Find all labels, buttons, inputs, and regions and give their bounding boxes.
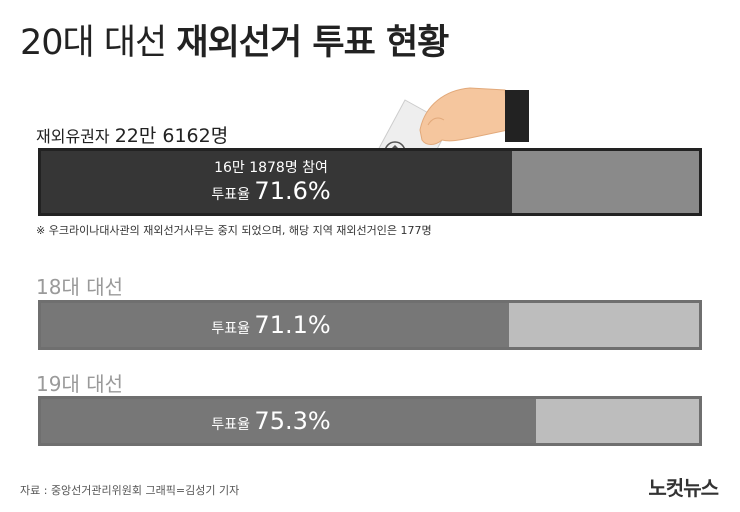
title-light: 20대 대선	[20, 23, 167, 63]
rate-prefix-18th: 투표율	[211, 321, 255, 337]
main-voter-count: 22만 6162명	[114, 125, 229, 147]
label-18th-election: 18대 대선	[36, 275, 124, 299]
bar-19th-election: 투표율 75.3%	[38, 396, 702, 446]
bar-20th-election: 16만 1878명 참여 투표율 71.6%	[38, 148, 702, 216]
main-voter-label-text: 재외유권자	[36, 127, 115, 146]
rate-value-20th: 71.6%	[254, 177, 331, 205]
participants-text: 16만 1878명 참여	[214, 160, 328, 176]
source-credit: 자료 : 중앙선거관리위원회 그래픽=김성기 기자	[20, 484, 240, 497]
bar-text-18th: 투표율 71.1%	[191, 311, 351, 339]
bar-18th-election: 투표율 71.1%	[38, 300, 702, 350]
rate-value-18th: 71.1%	[254, 311, 331, 339]
brand-logo: 노컷뉴스	[648, 476, 719, 500]
main-voter-label: 재외유권자 22만 6162명	[36, 121, 228, 148]
rate-prefix-20th: 투표율	[211, 187, 255, 203]
rate-value-19th: 75.3%	[254, 407, 331, 435]
title-bold: 재외선거 투표 현황	[176, 23, 449, 63]
bar-fill-20th	[41, 151, 513, 213]
bar-fill-18th	[41, 303, 509, 347]
bar-text-19th: 투표율 75.3%	[191, 407, 351, 435]
page-title: 20대 대선 재외선거 투표 현황	[20, 14, 449, 65]
bar-text-20th: 16만 1878명 참여 투표율 71.6%	[201, 157, 341, 205]
hand-icon	[419, 87, 529, 145]
rate-prefix-19th: 투표율	[211, 417, 255, 433]
label-19th-election: 19대 대선	[36, 372, 124, 396]
footnote: ※ 우크라이나대사관의 재외선거사무는 중지 되었으며, 해당 지역 재외선거인…	[36, 224, 432, 237]
bar-fill-19th	[41, 399, 537, 443]
